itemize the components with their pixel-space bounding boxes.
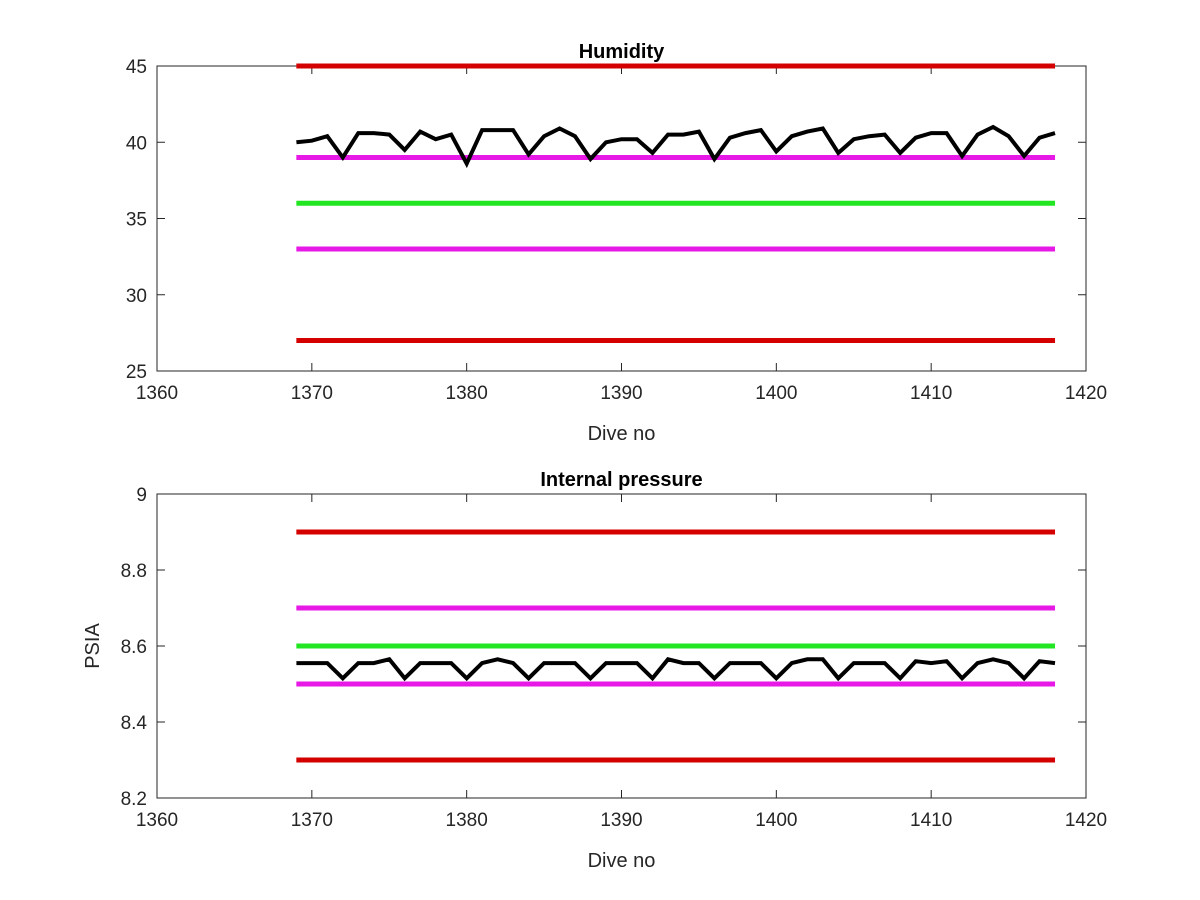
chart-1-plot: 1360 1370 1380 1390 1400 1410 1420 25 30 35 40 45 Hu… (126, 41, 1107, 445)
chart-2-x-tick-label: 1420 (1065, 810, 1107, 831)
chart-2-x-axis-label: Dive no (588, 850, 656, 872)
chart-1-y-tick-label: 40 (126, 133, 147, 154)
chart-1-y-tick-label: 25 (126, 362, 147, 383)
chart-2-y-tick-label: 8.2 (121, 789, 147, 810)
chart-1-y-tick-label: 30 (126, 286, 147, 307)
chart-1-y-tick-label: 35 (126, 210, 147, 231)
chart-1-y-tick-label: 45 (126, 57, 147, 78)
chart-2-x-tick-label: 1370 (291, 810, 333, 831)
chart-2-y-tick-label: 8.6 (121, 637, 147, 658)
chart-1-x-tick-label: 1380 (446, 383, 488, 404)
chart-1-title: Humidity (579, 41, 665, 63)
chart-1-x-tick-label: 1410 (910, 383, 952, 404)
chart-2-y-tick-label: 8.4 (121, 713, 148, 734)
chart-1-x-tick-label: 1400 (755, 383, 797, 404)
chart-1-series-line (296, 124, 1056, 169)
chart-1-x-tick-label: 1390 (600, 383, 642, 404)
chart-1-x-tick-label: 1360 (136, 383, 178, 404)
chart-2-y-tick-label: 9 (136, 485, 147, 506)
chart-2-title: Internal pressure (540, 469, 702, 491)
chart-2-x-tick-label: 1410 (910, 810, 952, 831)
chart-2-y-tick-label: 8.8 (121, 561, 147, 582)
chart-2-x-tick-label: 1400 (755, 810, 797, 831)
chart-2-y-axis-label: PSIA (82, 623, 104, 669)
chart-2-x-tick-label: 1380 (446, 810, 488, 831)
chart-2-plot: 1360 1370 1380 1390 1400 1410 1420 8.2 8.4 8.6 8.8… (82, 469, 1107, 872)
chart-1-x-tick-label: 1370 (291, 383, 333, 404)
chart-2-x-tick-label: 1390 (600, 810, 642, 831)
chart-1-axes-box (156, 65, 1087, 372)
chart-2-series-line (296, 657, 1056, 682)
chart-1-x-tick-label: 1420 (1065, 383, 1107, 404)
chart-2-x-tick-label: 1360 (136, 810, 178, 831)
chart-1-x-axis-label: Dive no (588, 423, 656, 445)
